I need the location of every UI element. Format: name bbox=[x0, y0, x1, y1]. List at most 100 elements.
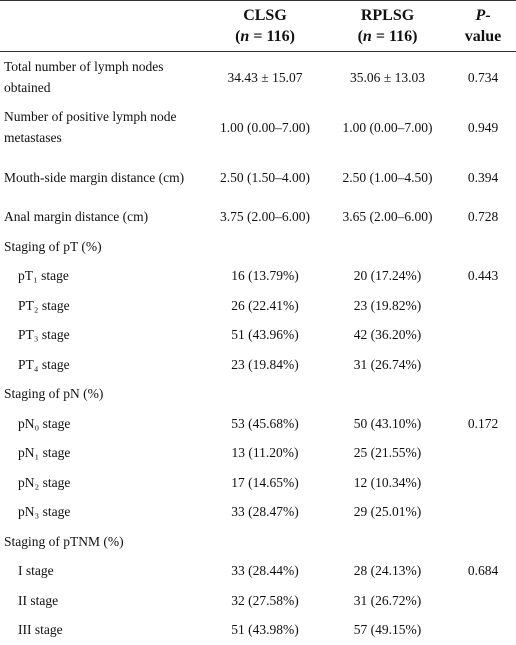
value-cell bbox=[450, 379, 516, 409]
value-cell bbox=[450, 232, 516, 262]
value-cell: 16 (13.79%) bbox=[231, 268, 299, 284]
value-cell bbox=[325, 232, 450, 262]
header-row: CLSG (n = 116) RPLSG (n = 116) P-value bbox=[0, 0, 516, 52]
header-text: ( bbox=[235, 28, 241, 45]
value-cell bbox=[450, 615, 516, 645]
value-cell bbox=[450, 320, 516, 350]
value-cell: 34.43 ± 15.07 bbox=[227, 69, 303, 85]
row-label: pN₂ stage bbox=[18, 474, 71, 490]
value-cell bbox=[450, 438, 516, 468]
row-label: I stage bbox=[18, 563, 54, 579]
value-cell: 50 (43.10%) bbox=[353, 415, 422, 431]
value-cell: 2.50 (1.50–4.00) bbox=[220, 169, 310, 185]
header-cell bbox=[0, 0, 205, 52]
table-row: Staging of pTNM (%) bbox=[0, 527, 516, 557]
value-cell: 3.75 (2.00–6.00) bbox=[220, 209, 310, 225]
row-label: PT₃ stage bbox=[18, 327, 70, 343]
table-body: Total number of lymph nodes obtained 34.4… bbox=[0, 52, 516, 645]
row-label: PT₄ stage bbox=[18, 356, 70, 372]
value-cell bbox=[450, 586, 516, 616]
row-label: Staging of pN (%) bbox=[4, 386, 104, 402]
table-row: I stage 33 (28.44%) 28 (24.13%) 0.684 bbox=[0, 556, 516, 586]
value-cell: 51 (43.96%) bbox=[231, 327, 299, 343]
table-row: pN₀ stage 53 (45.68%) 50 (43.10%) 0.172 bbox=[0, 409, 516, 439]
table-row: PT₂ stage 26 (22.41%) 23 (19.82%) bbox=[0, 291, 516, 321]
value-cell: 33 (28.44%) bbox=[231, 563, 299, 579]
value-cell: 33 (28.47%) bbox=[231, 504, 299, 520]
value-cell: 31 (26.74%) bbox=[353, 356, 422, 372]
header-text: n bbox=[240, 28, 250, 45]
header-cell: CLSG (n = 116) bbox=[205, 0, 325, 52]
value-cell: 0.394 bbox=[467, 169, 499, 185]
value-cell bbox=[205, 232, 325, 262]
row-label: Staging of pT (%) bbox=[4, 238, 102, 254]
value-cell: 1.00 (0.00–7.00) bbox=[220, 119, 310, 135]
table-row: Staging of pT (%) bbox=[0, 232, 516, 262]
row-label: Mouth-side margin distance (cm) bbox=[4, 169, 185, 185]
value-cell: 51 (43.98%) bbox=[231, 622, 299, 638]
value-cell: 17 (14.65%) bbox=[231, 474, 299, 490]
value-cell: 28 (24.13%) bbox=[353, 563, 422, 579]
table-row: Anal margin distance (cm) 3.75 (2.00–6.00… bbox=[0, 202, 516, 232]
row-label: PT₂ stage bbox=[18, 297, 70, 313]
value-cell bbox=[450, 350, 516, 380]
value-cell bbox=[450, 468, 516, 498]
row-label: III stage bbox=[18, 622, 63, 638]
value-cell: 0.949 bbox=[467, 119, 499, 135]
value-cell: 2.50 (1.00–4.50) bbox=[342, 169, 433, 185]
row-label: Staging of pTNM (%) bbox=[4, 533, 124, 549]
table-row: pN₁ stage 13 (11.20%) 25 (21.55%) bbox=[0, 438, 516, 468]
value-cell bbox=[450, 291, 516, 321]
value-cell: 0.172 bbox=[467, 415, 499, 431]
table-row: Mouth-side margin distance (cm) 2.50 (1.5… bbox=[0, 152, 516, 202]
table-row: PT₃ stage 51 (43.96%) 42 (36.20%) bbox=[0, 320, 516, 350]
value-cell: 32 (27.58%) bbox=[231, 592, 299, 608]
row-label: Total number of lymph nodes obtained bbox=[4, 59, 164, 95]
value-cell: 25 (21.55%) bbox=[353, 445, 422, 461]
header-text: P bbox=[475, 7, 486, 24]
header-cell: P-value bbox=[450, 0, 516, 52]
value-cell: 23 (19.84%) bbox=[231, 356, 299, 372]
header-text: CLSG bbox=[243, 7, 287, 24]
value-cell: 0.728 bbox=[467, 209, 499, 225]
table-row: Total number of lymph nodes obtained 34.4… bbox=[0, 52, 516, 103]
row-label: pN₃ stage bbox=[18, 504, 71, 520]
header-cell: RPLSG (n = 116) bbox=[325, 0, 450, 52]
value-cell bbox=[450, 527, 516, 557]
value-cell: 0.734 bbox=[467, 69, 499, 85]
value-cell bbox=[325, 379, 450, 409]
value-cell: 26 (22.41%) bbox=[231, 297, 299, 313]
value-cell: 29 (25.01%) bbox=[353, 504, 422, 520]
table-row: III stage 51 (43.98%) 57 (49.15%) bbox=[0, 615, 516, 645]
row-label: Number of positive lymph node metastases bbox=[4, 109, 177, 145]
header-text: -value bbox=[464, 7, 502, 45]
value-cell bbox=[450, 497, 516, 527]
table-row: pN₂ stage 17 (14.65%) 12 (10.34%) bbox=[0, 468, 516, 498]
value-cell: 13 (11.20%) bbox=[231, 445, 299, 461]
row-label: pN₀ stage bbox=[18, 415, 71, 431]
header-text: n bbox=[362, 28, 372, 45]
row-label: II stage bbox=[18, 592, 59, 608]
value-cell: 0.443 bbox=[467, 268, 499, 284]
table-row: pT₁ stage 16 (13.79%) 20 (17.24%) 0.443 bbox=[0, 261, 516, 291]
table-row: Number of positive lymph node metastases… bbox=[0, 102, 516, 152]
value-cell bbox=[205, 527, 325, 557]
value-cell: 0.684 bbox=[467, 563, 499, 579]
value-cell: 20 (17.24%) bbox=[353, 268, 422, 284]
table-row: Staging of pN (%) bbox=[0, 379, 516, 409]
value-cell: 3.65 (2.00–6.00) bbox=[342, 209, 433, 225]
value-cell: 12 (10.34%) bbox=[353, 474, 422, 490]
table-row: II stage 32 (27.58%) 31 (26.72%) bbox=[0, 586, 516, 616]
value-cell: 57 (49.15%) bbox=[353, 622, 422, 638]
table-row: PT₄ stage 23 (19.84%) 31 (26.74%) bbox=[0, 350, 516, 380]
value-cell: 42 (36.20%) bbox=[353, 327, 422, 343]
value-cell: 53 (45.68%) bbox=[231, 415, 299, 431]
table-row: pN₃ stage 33 (28.47%) 29 (25.01%) bbox=[0, 497, 516, 527]
header-text: = 116) bbox=[249, 28, 295, 45]
row-label: pN₁ stage bbox=[18, 445, 71, 461]
header-text: = 116) bbox=[371, 28, 418, 45]
header-text: RPLSG bbox=[360, 7, 415, 24]
value-cell: 31 (26.72%) bbox=[353, 592, 422, 608]
